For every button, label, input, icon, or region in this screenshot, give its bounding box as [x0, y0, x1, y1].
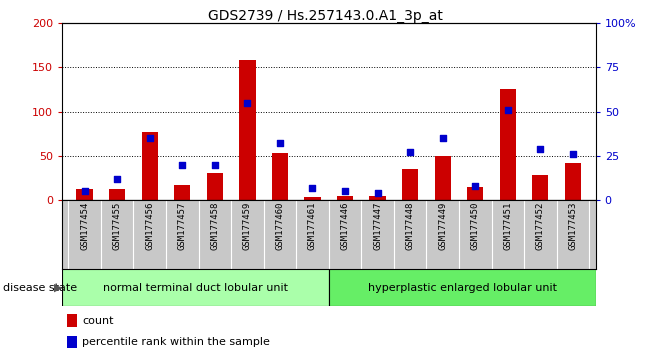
Point	[535, 146, 546, 152]
Text: GSM177459: GSM177459	[243, 202, 252, 251]
Text: GSM177461: GSM177461	[308, 202, 317, 251]
Bar	[533, 175, 549, 200]
Point	[568, 151, 578, 157]
Point	[405, 149, 415, 155]
Text: GSM177456: GSM177456	[145, 202, 154, 251]
FancyBboxPatch shape	[329, 269, 596, 306]
Bar	[435, 156, 450, 200]
Point	[177, 162, 187, 167]
Point	[307, 185, 318, 190]
Point	[340, 188, 350, 194]
Text: GSM177458: GSM177458	[210, 202, 219, 251]
Text: percentile rank within the sample: percentile rank within the sample	[82, 337, 270, 347]
Point	[210, 162, 220, 167]
Bar	[109, 189, 125, 200]
Text: count: count	[82, 316, 114, 326]
Text: GSM177446: GSM177446	[340, 202, 350, 251]
Bar	[67, 336, 77, 348]
Text: GSM177455: GSM177455	[113, 202, 122, 251]
Text: GSM177457: GSM177457	[178, 202, 187, 251]
Point	[437, 135, 448, 141]
Text: hyperplastic enlarged lobular unit: hyperplastic enlarged lobular unit	[368, 282, 557, 293]
Bar	[500, 89, 516, 200]
Text: GSM177450: GSM177450	[471, 202, 480, 251]
Text: GDS2739 / Hs.257143.0.A1_3p_at: GDS2739 / Hs.257143.0.A1_3p_at	[208, 9, 443, 23]
Text: GSM177454: GSM177454	[80, 202, 89, 251]
Bar	[370, 195, 385, 200]
Point	[79, 188, 90, 194]
Bar	[402, 169, 419, 200]
Bar	[207, 173, 223, 200]
Point	[503, 107, 513, 113]
Text: GSM177452: GSM177452	[536, 202, 545, 251]
Bar	[174, 185, 191, 200]
Bar	[67, 314, 77, 327]
Point	[145, 135, 155, 141]
Bar	[467, 187, 483, 200]
Point	[470, 183, 480, 189]
Text: GSM177447: GSM177447	[373, 202, 382, 251]
Text: disease state: disease state	[3, 282, 77, 293]
Text: GSM177460: GSM177460	[275, 202, 284, 251]
Bar	[142, 132, 158, 200]
Text: ▶: ▶	[54, 282, 62, 293]
Bar	[337, 195, 353, 200]
Text: normal terminal duct lobular unit: normal terminal duct lobular unit	[103, 282, 288, 293]
FancyBboxPatch shape	[62, 269, 329, 306]
Point	[112, 176, 122, 182]
Text: GSM177451: GSM177451	[503, 202, 512, 251]
Bar	[272, 153, 288, 200]
Bar	[77, 189, 92, 200]
Bar	[240, 60, 255, 200]
Point	[242, 100, 253, 105]
Bar	[565, 163, 581, 200]
Text: GSM177448: GSM177448	[406, 202, 415, 251]
Text: GSM177449: GSM177449	[438, 202, 447, 251]
Point	[372, 190, 383, 196]
Point	[275, 141, 285, 146]
Bar	[305, 198, 320, 200]
Text: GSM177453: GSM177453	[568, 202, 577, 251]
